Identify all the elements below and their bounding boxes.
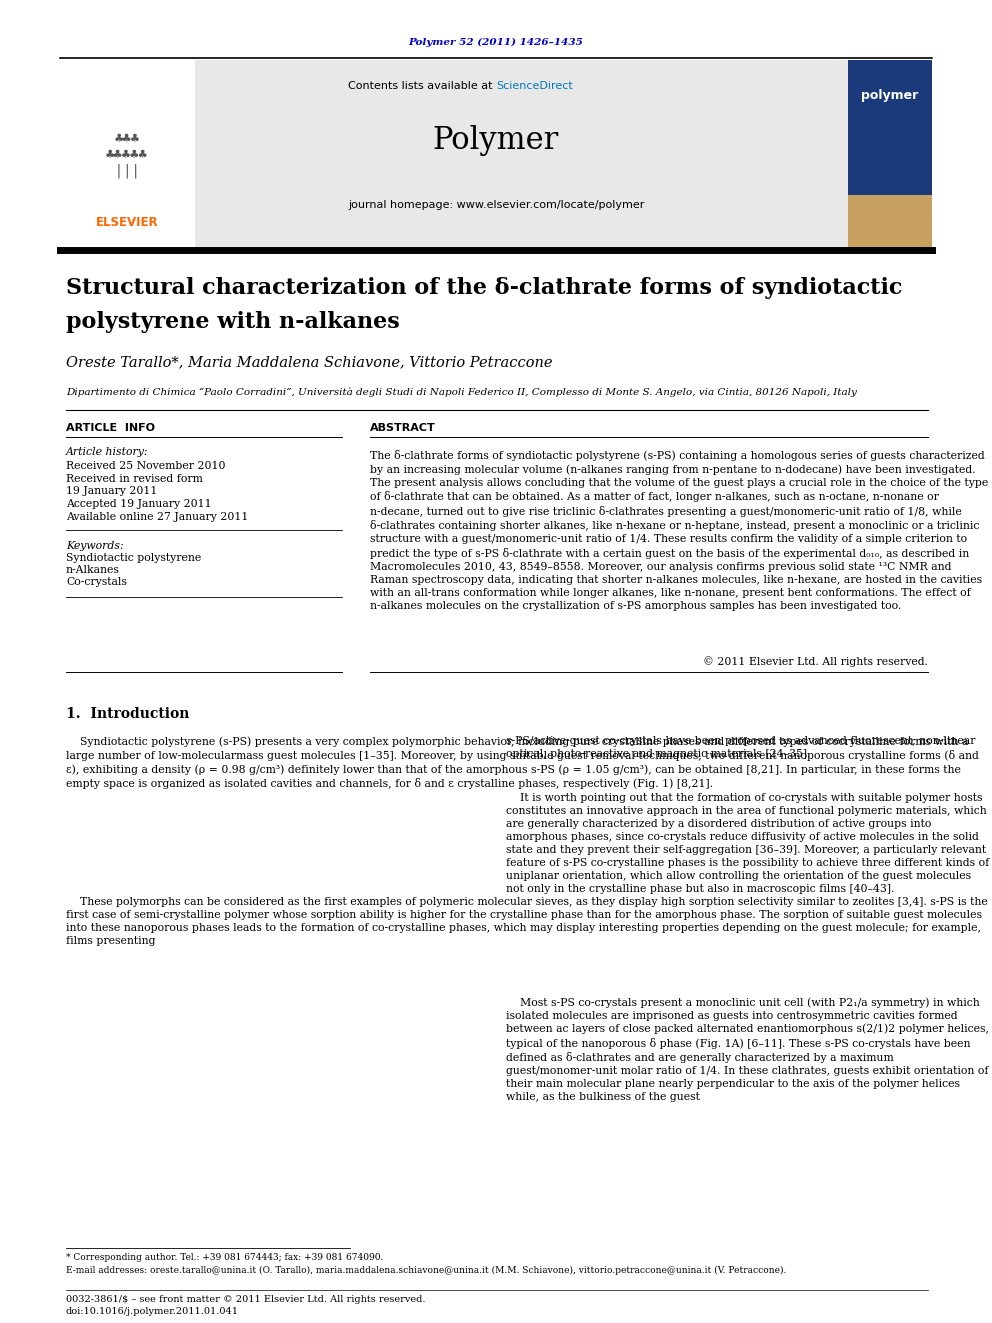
Text: journal homepage: www.elsevier.com/locate/polymer: journal homepage: www.elsevier.com/locat… xyxy=(348,200,644,210)
Text: Article history:: Article history: xyxy=(66,447,149,456)
Text: 19 January 2011: 19 January 2011 xyxy=(66,486,158,496)
Text: Received in revised form: Received in revised form xyxy=(66,474,203,484)
Text: * Corresponding author. Tel.: +39 081 674443; fax: +39 081 674090.: * Corresponding author. Tel.: +39 081 67… xyxy=(66,1253,383,1262)
Text: doi:10.1016/j.polymer.2011.01.041: doi:10.1016/j.polymer.2011.01.041 xyxy=(66,1307,239,1315)
Text: 1.  Introduction: 1. Introduction xyxy=(66,706,189,721)
Text: E-mail addresses: oreste.tarallo@unina.it (O. Tarallo), maria.maddalena.schiavon: E-mail addresses: oreste.tarallo@unina.i… xyxy=(66,1265,787,1274)
Text: Co-crystals: Co-crystals xyxy=(66,577,127,587)
Text: ELSEVIER: ELSEVIER xyxy=(95,216,159,229)
Text: 0032-3861/$ – see front matter © 2011 Elsevier Ltd. All rights reserved.: 0032-3861/$ – see front matter © 2011 El… xyxy=(66,1295,426,1304)
Bar xyxy=(60,60,195,247)
Text: Contents lists available at: Contents lists available at xyxy=(348,81,496,91)
Text: These polymorphs can be considered as the first examples of polymeric molecular : These polymorphs can be considered as th… xyxy=(66,897,988,946)
Bar xyxy=(848,194,932,247)
Text: It is worth pointing out that the formation of co-crystals with suitable polymer: It is worth pointing out that the format… xyxy=(506,792,989,894)
Text: The δ-clathrate forms of syndiotactic polystyrene (s-PS) containing a homologous: The δ-clathrate forms of syndiotactic po… xyxy=(370,450,988,611)
Text: ♣♣♣
♣♣♣♣♣
  |||: ♣♣♣ ♣♣♣♣♣ ||| xyxy=(97,131,157,179)
Bar xyxy=(848,60,932,194)
Text: Accepted 19 January 2011: Accepted 19 January 2011 xyxy=(66,499,211,509)
Text: Polymer 52 (2011) 1426–1435: Polymer 52 (2011) 1426–1435 xyxy=(409,37,583,46)
Text: polystyrene with n-alkanes: polystyrene with n-alkanes xyxy=(66,311,400,333)
Text: Structural characterization of the δ-clathrate forms of syndiotactic: Structural characterization of the δ-cla… xyxy=(66,277,903,299)
Text: Most s-PS co-crystals present a monoclinic unit cell (with P2₁/a symmetry) in wh: Most s-PS co-crystals present a monoclin… xyxy=(506,998,989,1102)
Text: Syndiotactic polystyrene: Syndiotactic polystyrene xyxy=(66,553,201,564)
Text: Oreste Tarallo*, Maria Maddalena Schiavone, Vittorio Petraccone: Oreste Tarallo*, Maria Maddalena Schiavo… xyxy=(66,355,553,369)
Text: Syndiotactic polystyrene (s-PS) presents a very complex polymorphic behavior, in: Syndiotactic polystyrene (s-PS) presents… xyxy=(66,736,979,790)
Text: ScienceDirect: ScienceDirect xyxy=(496,81,572,91)
Bar xyxy=(60,60,932,247)
Text: n-Alkanes: n-Alkanes xyxy=(66,565,120,576)
Text: Received 25 November 2010: Received 25 November 2010 xyxy=(66,460,225,471)
Text: Keywords:: Keywords: xyxy=(66,541,124,550)
Text: polymer: polymer xyxy=(861,89,919,102)
Text: s-PS/active-guest co-crystals have been proposed as advanced fluorescent, non-li: s-PS/active-guest co-crystals have been … xyxy=(506,736,975,759)
Text: ABSTRACT: ABSTRACT xyxy=(370,423,435,433)
Text: ARTICLE  INFO: ARTICLE INFO xyxy=(66,423,155,433)
Text: Dipartimento di Chimica “Paolo Corradini”, Università degli Studi di Napoli Fede: Dipartimento di Chimica “Paolo Corradini… xyxy=(66,388,857,397)
Text: Polymer: Polymer xyxy=(433,124,559,156)
Text: © 2011 Elsevier Ltd. All rights reserved.: © 2011 Elsevier Ltd. All rights reserved… xyxy=(703,656,928,667)
Text: Available online 27 January 2011: Available online 27 January 2011 xyxy=(66,512,248,523)
